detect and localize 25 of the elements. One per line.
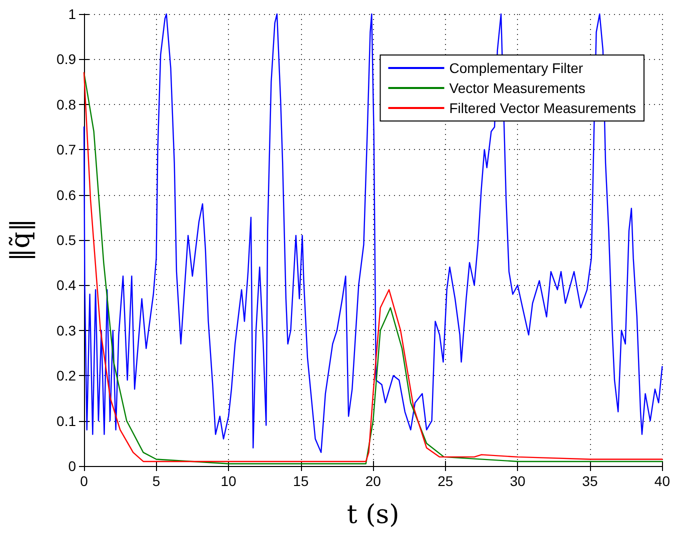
x-tick-label: 40 <box>654 473 670 489</box>
legend-label: Filtered Vector Measurements <box>449 100 636 116</box>
y-tick-label: 0.5 <box>56 232 76 248</box>
x-tick-label: 35 <box>582 473 598 489</box>
x-axis-title: t (s) <box>346 500 400 530</box>
x-tick-label: 30 <box>510 473 526 489</box>
x-tick-label: 25 <box>438 473 454 489</box>
y-tick-label: 0 <box>68 458 76 474</box>
y-tick-label: 0.1 <box>56 412 76 429</box>
legend-label: Complementary Filter <box>449 60 584 76</box>
y-tick-label: 0.4 <box>56 277 76 294</box>
y-tick-label: 0.2 <box>56 368 76 384</box>
y-tick-label: 1 <box>68 6 76 22</box>
x-tick-label: 20 <box>365 473 382 489</box>
x-tick-label: 5 <box>152 473 160 489</box>
y-tick-label: 0.6 <box>56 186 76 203</box>
y-tick-label: 0.7 <box>56 142 76 158</box>
legend-label: Vector Measurements <box>449 80 586 96</box>
y-tick-label: 0.8 <box>56 96 76 112</box>
y-tick-label: 0.9 <box>56 51 76 68</box>
y-tick-label: 0.3 <box>56 322 76 338</box>
x-tick-label: 0 <box>80 473 88 489</box>
y-axis-title: ‖q̃‖ <box>6 218 36 262</box>
x-tick-label: 10 <box>220 473 237 489</box>
x-tick-label: 15 <box>293 473 309 489</box>
